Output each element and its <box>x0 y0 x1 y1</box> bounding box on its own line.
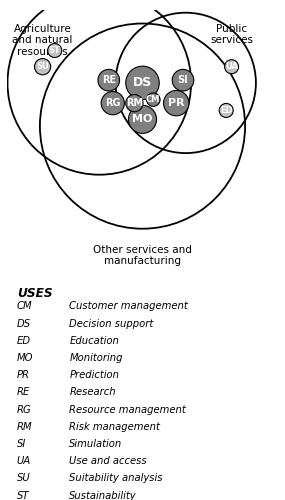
Text: Resource management: Resource management <box>69 404 186 414</box>
Text: SI: SI <box>178 75 188 85</box>
Text: RM: RM <box>126 98 143 108</box>
Text: SI: SI <box>17 439 26 449</box>
Text: Agriculture
and natural
resources: Agriculture and natural resources <box>13 24 73 56</box>
Text: Sustainability: Sustainability <box>69 490 137 500</box>
Circle shape <box>48 44 62 58</box>
Text: Other services and
manufacturing: Other services and manufacturing <box>93 245 192 266</box>
Text: ST: ST <box>17 490 29 500</box>
Text: Use and access: Use and access <box>69 456 147 466</box>
Text: Customer management: Customer management <box>69 302 188 312</box>
Text: MO: MO <box>132 114 153 124</box>
Text: PR: PR <box>168 98 185 108</box>
Text: CM: CM <box>146 95 160 104</box>
Text: DS: DS <box>133 76 152 90</box>
Circle shape <box>172 70 194 91</box>
Text: RG: RG <box>17 404 32 414</box>
Text: RG: RG <box>105 98 121 108</box>
Text: USES: USES <box>17 286 52 300</box>
Text: SU: SU <box>36 62 49 71</box>
Circle shape <box>146 93 160 106</box>
Text: UA: UA <box>225 62 238 71</box>
Circle shape <box>219 104 233 118</box>
Text: Suitability analysis: Suitability analysis <box>69 474 163 484</box>
Circle shape <box>101 92 125 115</box>
Text: Monitoring: Monitoring <box>69 353 123 363</box>
Text: CM: CM <box>17 302 32 312</box>
Text: Decision support: Decision support <box>69 318 154 328</box>
Text: UA: UA <box>17 456 31 466</box>
Circle shape <box>225 60 239 74</box>
Text: Public
services: Public services <box>210 24 253 45</box>
Text: Risk management: Risk management <box>69 422 160 432</box>
Text: Education: Education <box>69 336 119 346</box>
Circle shape <box>164 90 189 116</box>
Text: MO: MO <box>17 353 33 363</box>
Circle shape <box>126 94 143 112</box>
Circle shape <box>129 106 156 134</box>
Circle shape <box>126 66 159 100</box>
Text: Simulation: Simulation <box>69 439 123 449</box>
Text: Prediction: Prediction <box>69 370 119 380</box>
Text: RE: RE <box>102 75 116 85</box>
Text: Research: Research <box>69 388 116 398</box>
Text: SU: SU <box>17 474 30 484</box>
Text: ED: ED <box>220 106 233 115</box>
Circle shape <box>98 70 119 91</box>
Text: PR: PR <box>17 370 30 380</box>
Circle shape <box>34 58 51 75</box>
Text: ST: ST <box>49 46 61 55</box>
Text: DS: DS <box>17 318 31 328</box>
Text: ED: ED <box>17 336 31 346</box>
Text: RE: RE <box>17 388 30 398</box>
Text: RM: RM <box>17 422 32 432</box>
